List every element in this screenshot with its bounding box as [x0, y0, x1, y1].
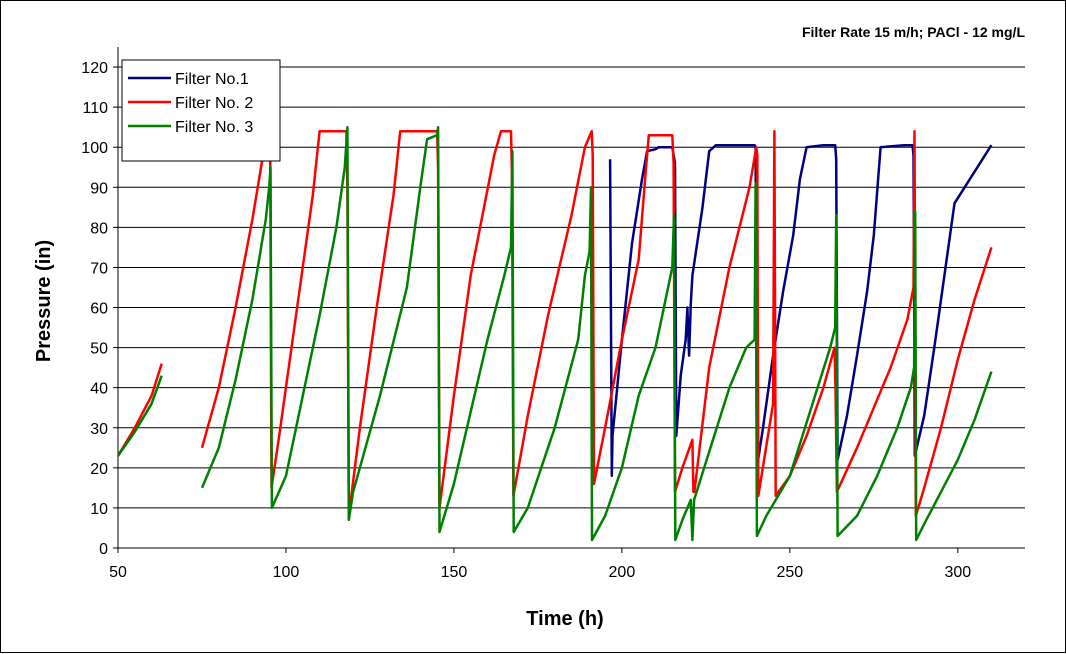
y-tick-label: 20: [90, 461, 108, 478]
x-tick-label: 100: [273, 564, 300, 581]
y-axis-label: Pressure (in): [33, 240, 55, 362]
y-tick-label: 40: [90, 381, 108, 398]
y-tick-label: 120: [81, 60, 108, 77]
y-tick-labels: 0 10 20 30 40 50 60 70 80 90 100 110 120: [81, 60, 108, 558]
legend-label-3: Filter No. 3: [175, 119, 253, 136]
y-tick-label: 60: [90, 301, 108, 318]
x-tick-label: 200: [609, 564, 636, 581]
legend-box: [121, 59, 281, 162]
axes: [113, 47, 1025, 553]
series-line-1: [608, 143, 993, 478]
legend-label-2: Filter No. 2: [175, 95, 253, 112]
y-tick-label: 50: [90, 341, 108, 358]
y-tick-label: 10: [90, 501, 108, 518]
chart-title: Filter Rate 15 m/h; PACl - 12 mg/L: [802, 24, 1025, 40]
y-tick-label: 110: [82, 100, 108, 117]
y-tick-label: 70: [90, 260, 108, 277]
x-tick-label: 250: [777, 564, 804, 581]
y-tick-label: 80: [90, 220, 108, 237]
y-tick-label: 90: [90, 180, 108, 197]
series-line-3: [116, 125, 993, 542]
legend: Filter No.1 Filter No. 2 Filter No. 3: [121, 59, 281, 162]
series-line-2: [116, 129, 993, 518]
x-tick-labels: 50 100 150 200 250 300: [109, 564, 971, 581]
series-lines: [116, 125, 993, 542]
y-tick-label: 0: [99, 541, 108, 558]
x-tick-label: 300: [944, 564, 971, 581]
y-tick-label: 30: [90, 421, 108, 438]
x-axis-label: Time (h): [526, 608, 603, 630]
x-tick-label: 150: [441, 564, 468, 581]
y-tick-label: 100: [81, 140, 108, 157]
x-tick-label: 50: [109, 564, 127, 581]
legend-label-1: Filter No.1: [175, 71, 249, 88]
